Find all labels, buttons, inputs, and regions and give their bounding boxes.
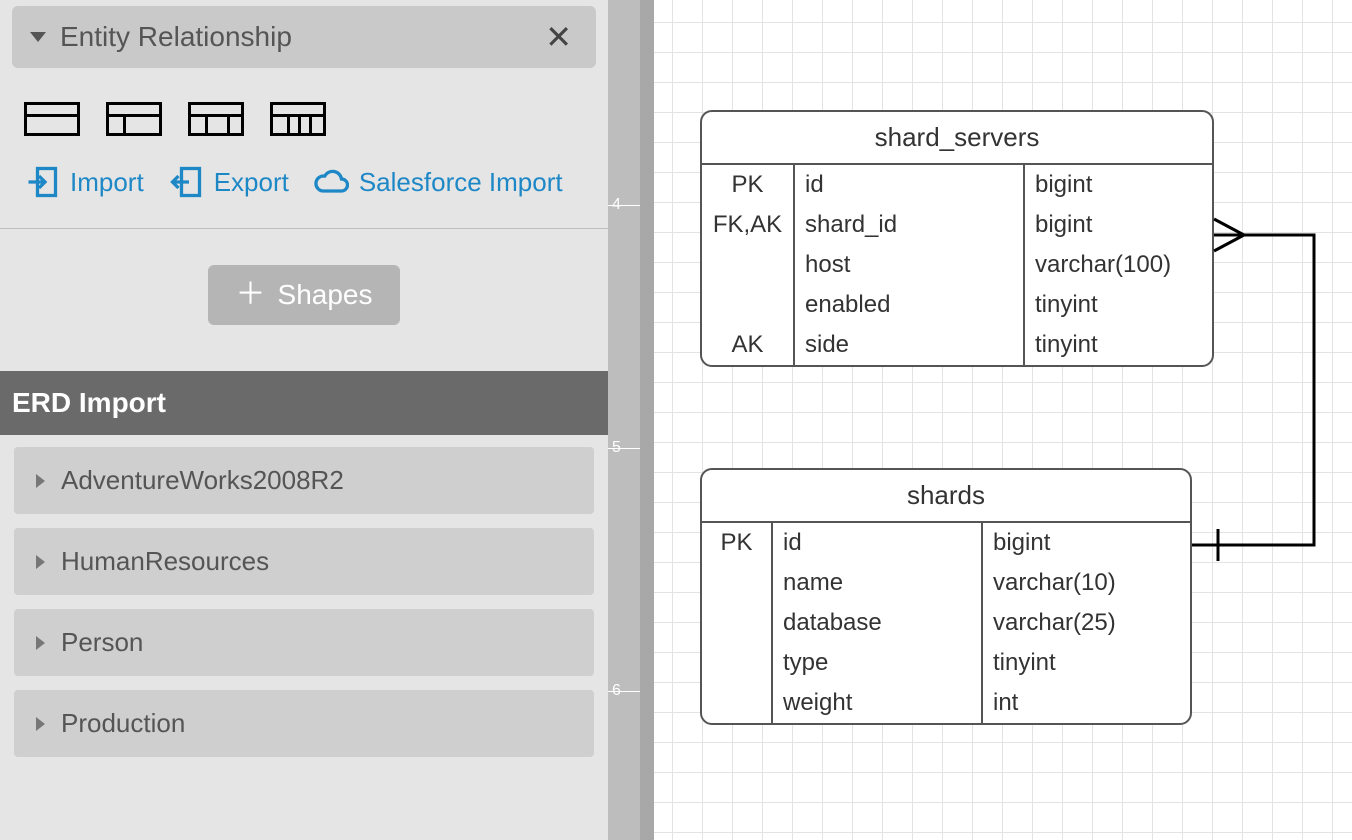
entity-col-type: bigint	[1024, 205, 1212, 245]
entity-col-type: varchar(100)	[1024, 245, 1212, 285]
chevron-right-icon	[36, 555, 45, 569]
shape-palette	[0, 68, 608, 156]
entity-key	[702, 563, 772, 603]
db-item[interactable]: Production	[14, 690, 594, 757]
db-list: AdventureWorks2008R2 HumanResources Person…	[0, 435, 608, 769]
erd-import-header-label: ERD Import	[12, 387, 166, 418]
db-item-label: Production	[61, 708, 185, 739]
entity-col-type: bigint	[982, 523, 1190, 563]
panel-header[interactable]: Entity Relationship ✕	[12, 6, 596, 68]
entity-col-type: tinyint	[982, 643, 1190, 683]
entity-row[interactable]: AKsidetinyint	[702, 325, 1212, 365]
entity-col-type: tinyint	[1024, 325, 1212, 365]
db-item[interactable]: AdventureWorks2008R2	[14, 447, 594, 514]
plus-icon: ＋	[236, 280, 266, 310]
ruler-label: 6	[612, 682, 621, 700]
db-item-label: AdventureWorks2008R2	[61, 465, 344, 496]
entity-key: PK	[702, 523, 772, 563]
entity-row[interactable]: databasevarchar(25)	[702, 603, 1190, 643]
entity-col-type: int	[982, 683, 1190, 723]
chevron-right-icon	[36, 636, 45, 650]
entity-col-name: name	[772, 563, 982, 603]
erd-shape-3col[interactable]	[188, 102, 244, 136]
entity-row[interactable]: PKidbigint	[702, 523, 1190, 563]
export-button[interactable]: Export	[168, 164, 289, 200]
entity-row[interactable]: enabledtinyint	[702, 285, 1212, 325]
cloud-icon	[313, 164, 349, 200]
ruler-label: 5	[612, 439, 621, 457]
canvas[interactable]: shard_serversPKidbigintFK,AKshard_idbigi…	[654, 0, 1352, 840]
entity-col-name: enabled	[794, 285, 1024, 325]
salesforce-import-button[interactable]: Salesforce Import	[313, 164, 563, 200]
chevron-right-icon	[36, 474, 45, 488]
entity-col-type: bigint	[1024, 165, 1212, 205]
vertical-ruler: 4 5 6	[608, 0, 640, 840]
entity-col-name: weight	[772, 683, 982, 723]
entity-col-name: shard_id	[794, 205, 1024, 245]
action-row: Import Export Salesforce Import	[0, 156, 608, 229]
shapes-button[interactable]: ＋ Shapes	[208, 265, 401, 325]
ruler-label: 4	[612, 196, 621, 214]
chevron-right-icon	[36, 717, 45, 731]
entity-key	[702, 683, 772, 723]
entity-col-type: varchar(10)	[982, 563, 1190, 603]
db-item[interactable]: Person	[14, 609, 594, 676]
export-icon	[168, 164, 204, 200]
chevron-down-icon	[30, 32, 46, 42]
shapes-button-label: Shapes	[278, 279, 373, 311]
canvas-scrollbar[interactable]	[640, 0, 654, 840]
entity-key: AK	[702, 325, 794, 365]
erd-import-header: ERD Import	[0, 371, 608, 435]
entity-key	[702, 603, 772, 643]
db-item-label: Person	[61, 627, 143, 658]
erd-shape-2col[interactable]	[106, 102, 162, 136]
entity-row[interactable]: weightint	[702, 683, 1190, 723]
entity-title: shard_servers	[702, 112, 1212, 165]
entity-col-name: host	[794, 245, 1024, 285]
entity-row[interactable]: namevarchar(10)	[702, 563, 1190, 603]
entity-key: PK	[702, 165, 794, 205]
salesforce-import-label: Salesforce Import	[359, 167, 563, 198]
entity-col-name: database	[772, 603, 982, 643]
export-label: Export	[214, 167, 289, 198]
entity-col-name: id	[794, 165, 1024, 205]
erd-shape-4col[interactable]	[270, 102, 326, 136]
sidebar: Entity Relationship ✕ Import Export Sale…	[0, 0, 608, 840]
canvas-wrap: 456 shard_serversPKidbigintFK,AKshard_id…	[608, 0, 1352, 840]
entity-shards[interactable]: shardsPKidbigintnamevarchar(10)databasev…	[700, 468, 1192, 725]
erd-shape-1col[interactable]	[24, 102, 80, 136]
entity-row[interactable]: PKidbigint	[702, 165, 1212, 205]
entity-title: shards	[702, 470, 1190, 523]
entity-key	[702, 285, 794, 325]
close-icon[interactable]: ✕	[539, 18, 578, 56]
entity-key	[702, 643, 772, 683]
import-button[interactable]: Import	[24, 164, 144, 200]
entity-row[interactable]: typetinyint	[702, 643, 1190, 683]
db-item-label: HumanResources	[61, 546, 269, 577]
import-icon	[24, 164, 60, 200]
entity-key: FK,AK	[702, 205, 794, 245]
entity-col-name: type	[772, 643, 982, 683]
entity-col-type: varchar(25)	[982, 603, 1190, 643]
panel-title: Entity Relationship	[60, 21, 292, 53]
import-label: Import	[70, 167, 144, 198]
entity-key	[702, 245, 794, 285]
entity-shard_servers[interactable]: shard_serversPKidbigintFK,AKshard_idbigi…	[700, 110, 1214, 367]
entity-col-name: id	[772, 523, 982, 563]
entity-col-type: tinyint	[1024, 285, 1212, 325]
db-item[interactable]: HumanResources	[14, 528, 594, 595]
entity-row[interactable]: hostvarchar(100)	[702, 245, 1212, 285]
entity-col-name: side	[794, 325, 1024, 365]
entity-row[interactable]: FK,AKshard_idbigint	[702, 205, 1212, 245]
